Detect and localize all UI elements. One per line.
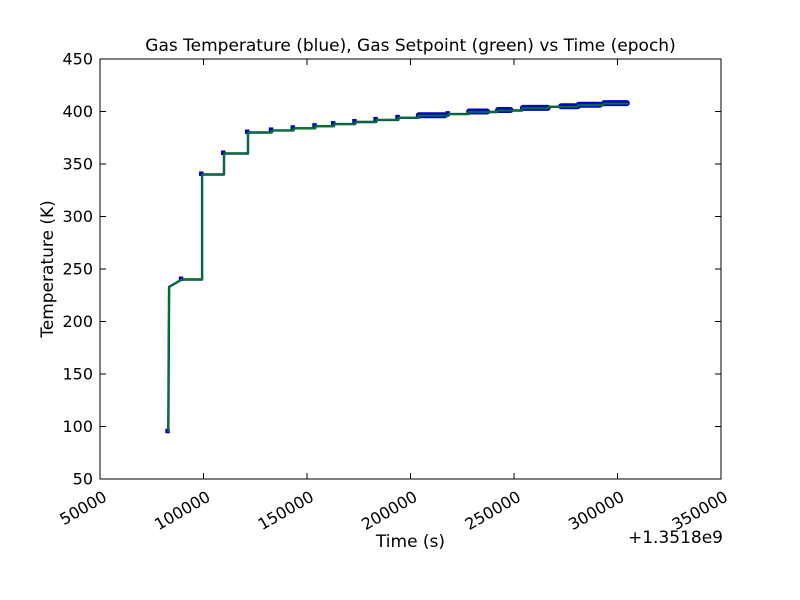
temperature-marker [395,114,400,120]
x-axis-offset-label: +1.3518e9 [627,528,723,548]
y-tick-label: 450 [62,50,93,69]
temperature-line [167,102,630,432]
x-tick-label: 300000 [565,487,627,534]
chart-title: Gas Temperature (blue), Gas Setpoint (gr… [145,36,676,56]
temperature-marker [178,276,184,281]
axes-frame [99,58,722,480]
y-tick-label: 50 [73,470,93,489]
temperature-marker [268,127,274,132]
temperature-marker [245,129,250,134]
temperature-marker [352,119,357,124]
y-tick-label: 250 [62,260,93,279]
x-tick-label: 350000 [669,487,731,534]
y-tick-label: 200 [62,312,93,331]
temperature-marker [445,111,450,116]
x-axis-label: Time (s) [375,532,446,552]
y-tick-label: 150 [62,365,93,384]
x-tick-label: 150000 [255,487,317,534]
temperature-marker [290,125,296,130]
y-tick-label: 350 [62,155,93,174]
y-tick-label: 400 [62,102,93,121]
x-tick-label: 100000 [151,487,213,534]
y-tick-label: 100 [62,417,93,436]
x-tick-label: 250000 [462,487,524,534]
x-tick-label: 50000 [56,487,110,529]
x-tick-label: 200000 [358,487,420,534]
temperature-marker [373,116,378,122]
y-tick-label: 300 [62,207,93,226]
temperature-marker [220,150,226,155]
temperature-marker [330,121,336,126]
setpoint-line [167,102,629,432]
temperature-marker [199,171,204,176]
temperature-marker [312,123,317,128]
